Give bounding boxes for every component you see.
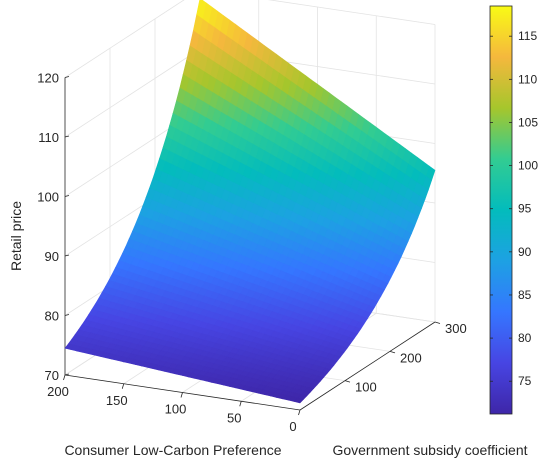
colorbar-tick-label: 95 <box>518 202 532 216</box>
colorbar <box>489 5 513 415</box>
surface-patch <box>64 343 75 350</box>
z-tick-label: 110 <box>38 130 59 145</box>
surface-plot <box>64 0 436 404</box>
y-axis-label: Government subsidy coefficient <box>332 442 527 458</box>
colorbar-tick-label: 90 <box>518 245 532 259</box>
x-tick-label: 150 <box>106 393 128 408</box>
x-tick-label: 50 <box>227 410 241 425</box>
colorbar-tick-label: 105 <box>518 115 538 129</box>
z-tick-label: 90 <box>45 249 59 264</box>
y-tick-label: 100 <box>355 380 377 395</box>
z-tick-label: 100 <box>37 190 59 205</box>
x-axis-label: Consumer Low-Carbon Preference <box>64 442 281 458</box>
colorbar-tick-label: 100 <box>518 159 538 173</box>
colorbar-tick-label: 80 <box>518 331 532 345</box>
colorbar-tick-label: 75 <box>518 374 532 388</box>
x-tick-label: 200 <box>47 384 69 399</box>
y-tick-label: 300 <box>445 321 467 336</box>
axis-ticks: 70 80 90 100 110 120 0 50 100 150 200 100 200 300 <box>37 71 466 435</box>
y-tick-label: 200 <box>400 350 422 365</box>
z-axis-label: Retail price <box>8 201 24 271</box>
colorbar-tick-label: 115 <box>518 29 537 43</box>
z-tick-label: 70 <box>45 368 59 383</box>
colorbar-tick-label: 110 <box>518 72 537 86</box>
z-tick-label: 120 <box>37 71 59 86</box>
colorbar-ticks: 75 80 85 90 95 100 105 110 115 <box>490 29 538 388</box>
z-tick-label: 80 <box>45 309 59 324</box>
colorbar-tick-label: 85 <box>518 288 532 302</box>
x-tick-label: 100 <box>165 402 187 417</box>
x-tick-label: 0 <box>289 419 296 434</box>
